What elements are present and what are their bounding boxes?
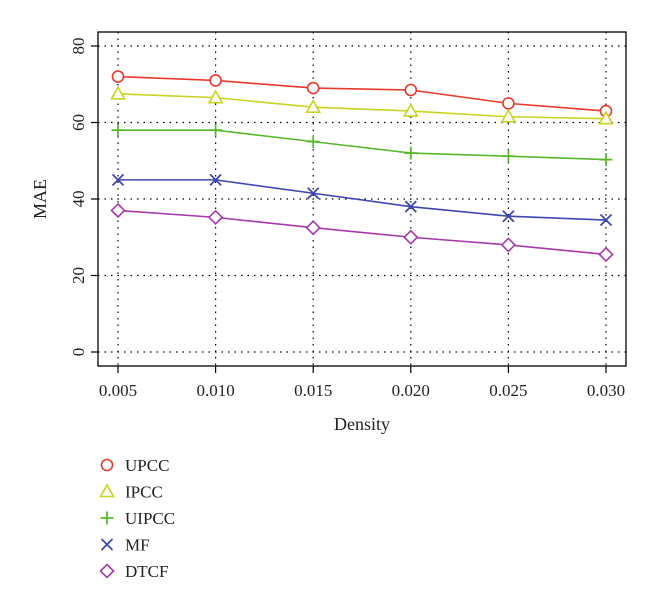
- data-point-mf: [111, 173, 125, 187]
- legend-marker-mf: [100, 538, 114, 551]
- data-point-upcc: [502, 97, 515, 110]
- marker-stroke: [599, 213, 613, 227]
- data-point-ipcc: [207, 89, 224, 104]
- data-point-dtcf: [305, 220, 321, 236]
- data-point-upcc: [404, 83, 418, 97]
- y-axis: 0 20 40 60 80: [69, 38, 98, 357]
- marker-stroke: [404, 200, 417, 213]
- legend-label-upcc: UPCC: [125, 456, 169, 475]
- x-tick-label: 0.005: [99, 381, 137, 400]
- legend-item-mf: MF: [100, 536, 150, 555]
- series-line-ipcc: [117, 93, 607, 120]
- data-point-mf: [502, 210, 515, 223]
- marker-stroke: [111, 173, 125, 187]
- y-axis-title: MAE: [30, 179, 50, 219]
- legend-label-uipcc: UIPCC: [125, 509, 175, 528]
- grid: [98, 32, 626, 366]
- data-point-dtcf: [207, 209, 224, 225]
- y-tick-label: 60: [69, 114, 88, 131]
- data-point-mf: [209, 173, 222, 187]
- legend-marker-dtcf: [99, 563, 115, 579]
- y-tick-label: 20: [69, 267, 88, 284]
- legend: UPCC IPCC UIPCC MF DTCF: [99, 456, 175, 581]
- data-point-uipcc: [209, 123, 223, 137]
- series-line-uipcc: [118, 129, 607, 161]
- x-tick-label: 0.025: [489, 381, 527, 400]
- x-axis-title: Density: [334, 414, 390, 434]
- data-point-mf: [599, 213, 613, 227]
- legend-label-ipcc: IPCC: [125, 483, 163, 502]
- y-tick-label: 0: [69, 348, 88, 357]
- data-point-uipcc: [404, 146, 418, 160]
- series-line-mf: [118, 179, 607, 221]
- legend-item-uipcc: UIPCC: [100, 509, 175, 528]
- data-point-uipcc: [306, 135, 320, 149]
- data-point-uipcc: [501, 149, 515, 163]
- legend-marker-uipcc: [100, 511, 114, 525]
- data-point-upcc: [306, 81, 320, 95]
- data-point-uipcc: [599, 153, 613, 167]
- legend-item-dtcf: DTCF: [99, 562, 168, 581]
- data-point-uipcc: [111, 123, 125, 137]
- data-point-mf: [404, 200, 417, 213]
- legend-label-mf: MF: [125, 536, 150, 555]
- x-tick-label: 0.015: [294, 381, 332, 400]
- marker-stroke: [502, 210, 515, 223]
- series-upcc: [111, 70, 613, 118]
- legend-label-dtcf: DTCF: [125, 562, 168, 581]
- legend-marker-upcc: [100, 458, 114, 472]
- marker-stroke: [307, 187, 320, 200]
- data-point-ipcc: [598, 110, 614, 125]
- data-point-mf: [307, 187, 320, 200]
- data-point-ipcc: [402, 102, 419, 117]
- x-tick-label: 0.020: [392, 381, 430, 400]
- series-uipcc: [111, 123, 613, 167]
- x-tick-label: 0.030: [587, 381, 625, 400]
- series-line-upcc: [117, 75, 607, 112]
- series-dtcf: [110, 202, 614, 263]
- x-tick-label: 0.010: [196, 381, 234, 400]
- data-point-upcc: [209, 74, 222, 87]
- x-axis: 0.005 0.010 0.015 0.020 0.025 0.030: [99, 366, 625, 400]
- data-point-ipcc: [305, 99, 322, 113]
- data-point-upcc: [111, 70, 125, 83]
- data-point-dtcf: [403, 229, 419, 245]
- y-tick-label: 80: [69, 38, 88, 55]
- data-point-dtcf: [500, 237, 517, 253]
- marker-stroke: [209, 173, 222, 187]
- legend-item-ipcc: IPCC: [99, 483, 163, 502]
- data-point-dtcf: [110, 202, 126, 219]
- y-tick-label: 40: [69, 191, 88, 208]
- series-ipcc: [110, 85, 614, 125]
- data-point-ipcc: [500, 108, 517, 123]
- data-point-ipcc: [110, 85, 126, 100]
- series-line-dtcf: [117, 209, 607, 256]
- series-mf: [111, 173, 613, 227]
- legend-marker-ipcc: [99, 483, 115, 498]
- marker-stroke: [100, 538, 114, 551]
- data-point-dtcf: [598, 246, 614, 263]
- legend-item-upcc: UPCC: [100, 456, 169, 475]
